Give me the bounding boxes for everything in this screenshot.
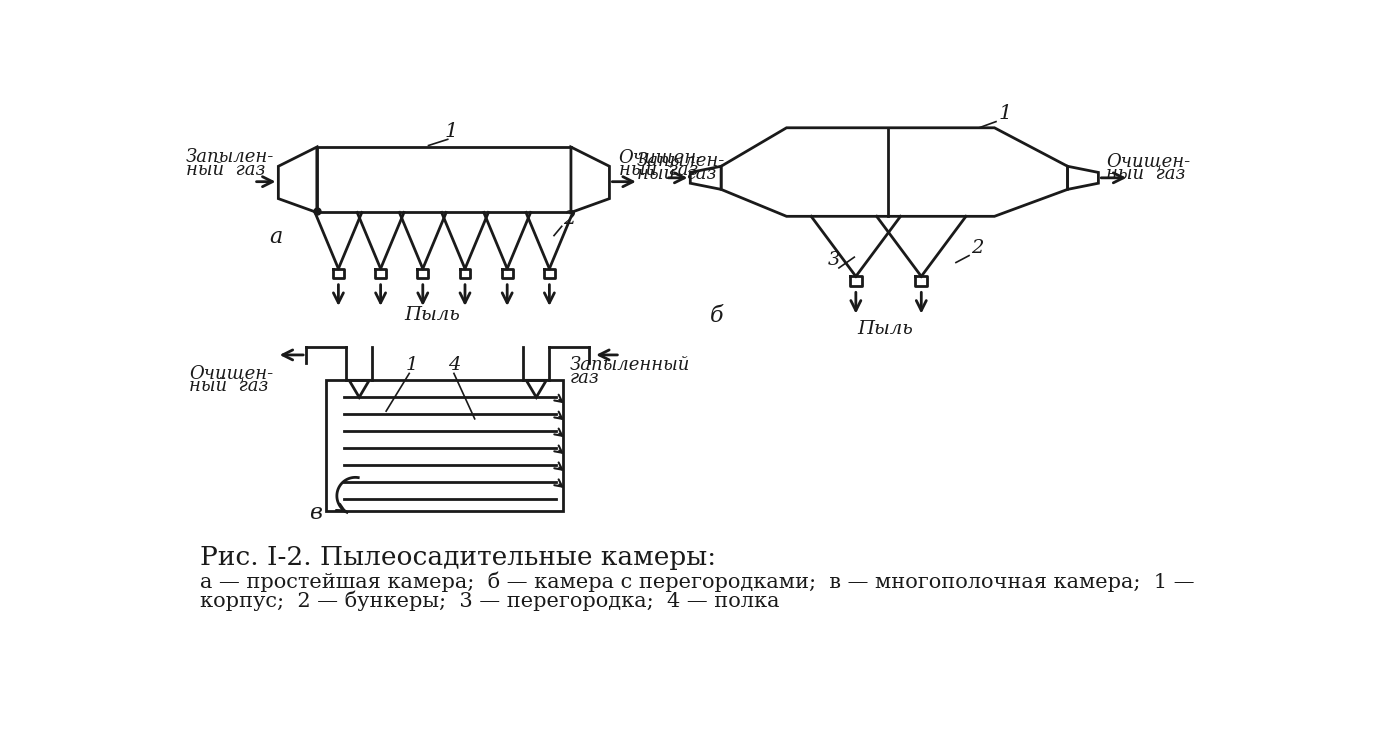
Text: б: б	[710, 305, 723, 327]
Text: 3: 3	[828, 251, 840, 269]
Text: 1: 1	[405, 356, 418, 374]
Text: ный  газ: ный газ	[619, 161, 698, 179]
Text: Пыль: Пыль	[857, 320, 913, 338]
Polygon shape	[570, 147, 610, 213]
Text: ный  газ: ный газ	[189, 377, 268, 395]
Text: Очищен-: Очищен-	[189, 364, 273, 382]
Text: Запылен-: Запылен-	[637, 153, 726, 170]
Text: Пыль: Пыль	[404, 307, 460, 324]
Text: Рис. I-2. Пылеосадительные камеры:: Рис. I-2. Пылеосадительные камеры:	[200, 545, 716, 570]
Text: 4: 4	[447, 356, 460, 374]
Polygon shape	[691, 166, 721, 190]
Text: 2: 2	[563, 210, 576, 228]
Text: в: в	[309, 502, 322, 524]
Polygon shape	[278, 147, 317, 213]
Polygon shape	[1068, 166, 1099, 190]
Text: Запыленный: Запыленный	[569, 356, 689, 374]
Text: а — простейшая камера;  б — камера с перегородками;  в — многополочная камера;  : а — простейшая камера; б — камера с пере…	[200, 571, 1194, 592]
Text: корпус;  2 — бункеры;  3 — перегородка;  4 — полка: корпус; 2 — бункеры; 3 — перегородка; 4 …	[200, 590, 779, 611]
Polygon shape	[317, 147, 570, 213]
Text: 1: 1	[998, 103, 1012, 123]
Text: 1: 1	[445, 122, 459, 141]
Text: ный  газ: ный газ	[1106, 164, 1186, 182]
Polygon shape	[326, 380, 563, 511]
Polygon shape	[721, 128, 1068, 217]
Text: Очищен-: Очищен-	[1106, 153, 1190, 170]
Text: 2: 2	[972, 239, 984, 257]
Text: Запылен-: Запылен-	[186, 149, 274, 167]
Text: Очищен-: Очищен-	[619, 149, 703, 167]
Text: ный  газ: ный газ	[637, 164, 717, 182]
Text: газ: газ	[569, 370, 600, 388]
Text: ный  газ: ный газ	[186, 161, 266, 179]
Text: а: а	[268, 226, 282, 248]
